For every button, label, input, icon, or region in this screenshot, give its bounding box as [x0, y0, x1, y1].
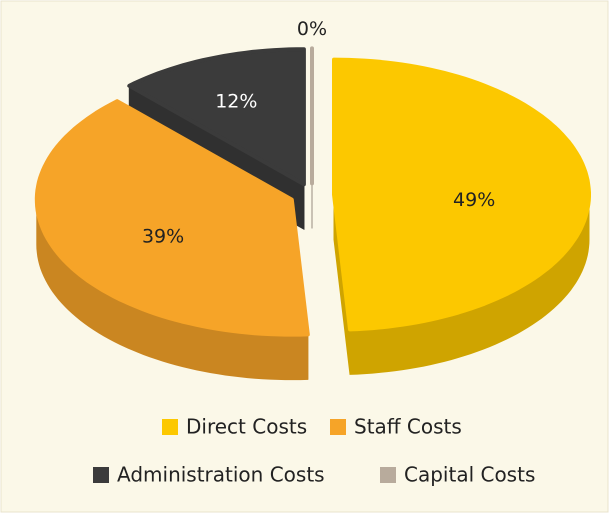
legend-swatch: [330, 419, 346, 435]
data-label: 12%: [215, 90, 257, 112]
legend-label: Capital Costs: [404, 463, 535, 487]
legend-label: Administration Costs: [117, 463, 325, 487]
legend-swatch: [93, 467, 109, 483]
slice: [34, 99, 310, 337]
legend-label: Direct Costs: [186, 415, 307, 439]
slice: [332, 57, 591, 332]
data-label: 39%: [142, 226, 184, 248]
data-label: 0%: [297, 18, 327, 40]
legend-swatch: [162, 419, 178, 435]
slice: [127, 47, 306, 187]
data-label: 49%: [453, 189, 495, 211]
legend-label: Staff Costs: [354, 415, 462, 439]
legend-swatch: [380, 467, 396, 483]
